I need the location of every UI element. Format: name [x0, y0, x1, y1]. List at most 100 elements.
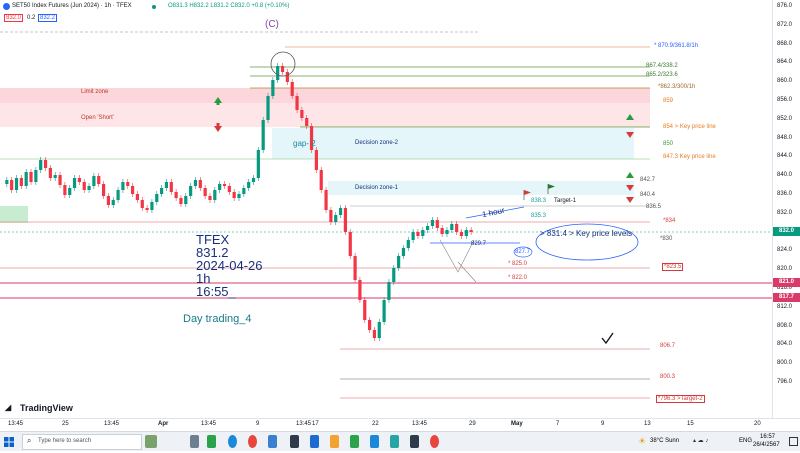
- candle-body: [198, 180, 202, 188]
- spread-value: 0.2: [27, 15, 36, 21]
- app-icon-6[interactable]: [330, 435, 339, 448]
- label-859: 859: [663, 98, 674, 104]
- candle-body: [5, 180, 9, 184]
- taskview-icon[interactable]: [145, 435, 157, 448]
- time-tick: 13:45: [296, 421, 312, 427]
- price-tick: 820.0: [777, 266, 793, 273]
- candle-body: [39, 160, 43, 170]
- up-arrow-icon: [626, 172, 634, 178]
- label-823: *823.5: [662, 263, 684, 271]
- candle-body: [319, 170, 323, 190]
- candle-body: [150, 202, 154, 210]
- candle-body: [372, 330, 377, 338]
- candle-body: [82, 182, 86, 190]
- candle-body: [101, 184, 106, 196]
- info-interval: 1h: [196, 271, 211, 286]
- candle-body: [440, 228, 444, 234]
- time-tick: 13:45: [104, 421, 120, 427]
- decision-zone-1-label: Decision zone-1: [355, 185, 399, 191]
- time-tick: 13:45: [201, 421, 217, 427]
- taskbar-search-box[interactable]: ⌕ Type here to search: [22, 434, 142, 450]
- tray-icons[interactable]: ▴ ☁ ♪: [693, 438, 709, 444]
- candle-body: [464, 230, 468, 236]
- app-icon-2[interactable]: [207, 435, 216, 448]
- app-icon-5[interactable]: [310, 435, 319, 448]
- price-tick: 876.0: [777, 3, 793, 9]
- app-icon-10[interactable]: [410, 435, 419, 448]
- limit-zone: [0, 88, 650, 103]
- app-icon-7[interactable]: [350, 435, 359, 448]
- label-835: 835.3: [531, 213, 547, 219]
- limit-zone-label: Limit zone: [81, 89, 109, 95]
- chart-area[interactable]: SET50 Index Futures (Jun 2024) · 1h · TF…: [0, 0, 772, 418]
- projection-lines: [439, 239, 475, 273]
- candle-body: [397, 256, 401, 268]
- ohlc-dot: [152, 5, 156, 9]
- candle-body: [334, 215, 338, 222]
- weather-text[interactable]: 38°C Sunn: [650, 438, 680, 444]
- up-arrow-stem: [216, 102, 220, 105]
- label-840: 840.4: [640, 192, 656, 198]
- app-icon-9[interactable]: [390, 435, 399, 448]
- candle-body: [300, 110, 304, 118]
- app-icon-11[interactable]: [430, 435, 439, 448]
- time-tick: 9: [256, 421, 260, 427]
- time-tick: 17: [312, 421, 319, 427]
- candle-body: [213, 190, 217, 200]
- down-arrow-icon: [214, 126, 222, 132]
- app-icon-1[interactable]: [190, 435, 199, 448]
- windows-start-icon[interactable]: [4, 435, 15, 448]
- candle-body: [111, 200, 115, 205]
- app-icon-3[interactable]: [268, 435, 277, 448]
- time-tick: 13:45: [412, 421, 428, 427]
- candle-body: [19, 178, 23, 186]
- label-867: 867.4/338.2: [646, 63, 678, 69]
- time-tick: 25: [62, 421, 69, 427]
- clock-date[interactable]: 26/4/2567: [753, 442, 780, 448]
- search-placeholder: Type here to search: [38, 438, 92, 444]
- candle-body: [184, 196, 188, 204]
- clock-time[interactable]: 16:57: [760, 434, 776, 440]
- candle-body: [435, 220, 439, 228]
- time-tick: 7: [556, 421, 560, 427]
- label-834: *834: [663, 218, 676, 224]
- notification-icon[interactable]: [789, 437, 798, 446]
- candle-body: [430, 220, 435, 226]
- wave-c-circle: [270, 51, 296, 77]
- price-tick: 872.0: [777, 21, 793, 28]
- ask-price[interactable]: 832.2: [38, 14, 58, 22]
- price-chart[interactable]: [0, 0, 772, 418]
- ohlc-values: O831.3 H832.2 L831.2 C832.0 +0.8 (+0.10%…: [168, 3, 290, 9]
- tradingview-brand[interactable]: TradingView: [20, 403, 73, 413]
- green-flag-icon: [548, 184, 555, 189]
- label-830: *830: [660, 236, 673, 242]
- candle-body: [295, 96, 299, 110]
- bid-price[interactable]: 832.0: [4, 14, 24, 22]
- info-time: 16:55_: [196, 284, 236, 299]
- time-tick: 9: [601, 421, 605, 427]
- label-862: *862.3/300/1h: [658, 84, 696, 90]
- candle-body: [247, 182, 251, 188]
- time-axis[interactable]: 13:45 25 13:45 Apr 13:45 9 13:45 17 22 13:45 29 May…: [0, 418, 800, 432]
- weather-icon[interactable]: ☀: [638, 436, 647, 446]
- price-tick: 804.0: [777, 341, 793, 348]
- candle-body: [251, 178, 256, 182]
- app-icon-4[interactable]: [290, 435, 299, 448]
- symbol-title[interactable]: SET50 Index Futures (Jun 2024) · 1h · TF…: [12, 3, 132, 9]
- candle-body: [305, 118, 309, 126]
- candle-body: [445, 230, 449, 234]
- chrome-icon[interactable]: [248, 435, 257, 448]
- app-icon-8[interactable]: [370, 435, 379, 448]
- language-indicator[interactable]: ENG: [739, 438, 753, 444]
- label-865: 865.2/323.6: [646, 72, 678, 78]
- candle-body: [411, 232, 415, 240]
- red-flag-icon: [524, 190, 531, 195]
- edge-icon[interactable]: [228, 435, 237, 448]
- time-tick: Apr: [158, 421, 169, 427]
- open-short-zone: [0, 103, 650, 127]
- price-axis[interactable]: 876.0 872.0 868.0 864.0 860.0 856.0 852.0 848.0…: [772, 0, 800, 418]
- candle-body: [116, 190, 120, 200]
- candle-body: [392, 268, 396, 282]
- candle-body: [53, 175, 57, 178]
- candle-body: [10, 180, 14, 190]
